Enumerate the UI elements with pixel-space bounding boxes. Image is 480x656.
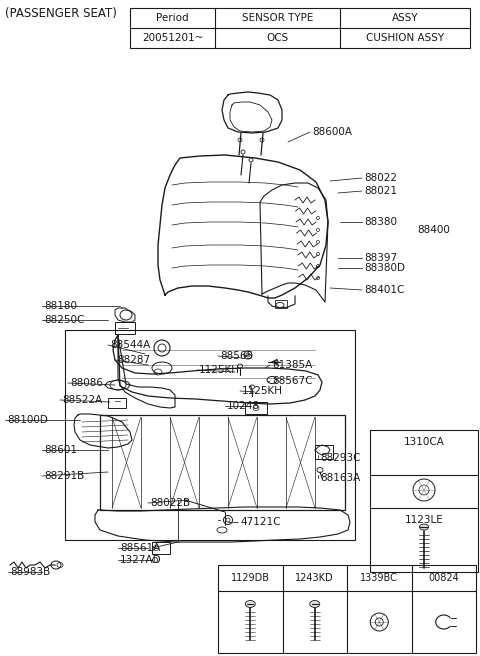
Text: 88561A: 88561A	[120, 543, 160, 553]
Bar	[100, 415, 345, 510]
Bar	[370, 430, 478, 572]
Text: 20051201~: 20051201~	[142, 33, 203, 43]
Text: 1129DB: 1129DB	[231, 573, 270, 583]
Text: 88163A: 88163A	[320, 473, 360, 483]
Text: 88291B: 88291B	[44, 471, 84, 481]
Bar	[275, 300, 287, 308]
Text: 88180: 88180	[44, 301, 77, 311]
Ellipse shape	[310, 600, 320, 607]
Text: 88022: 88022	[364, 173, 397, 183]
Text: 81385A: 81385A	[272, 360, 312, 370]
Bar	[115, 322, 135, 334]
Text: 88983B: 88983B	[10, 567, 50, 577]
Text: 88400: 88400	[417, 225, 450, 235]
Ellipse shape	[420, 524, 429, 530]
Bar	[152, 542, 170, 554]
Text: 1243KD: 1243KD	[295, 573, 334, 583]
Bar	[245, 402, 267, 414]
Text: 10248: 10248	[227, 401, 260, 411]
Text: 88601: 88601	[44, 445, 77, 455]
Text: 88565: 88565	[220, 351, 253, 361]
Text: 88380: 88380	[364, 217, 397, 227]
Text: 88022B: 88022B	[150, 498, 190, 508]
Text: 88086: 88086	[70, 378, 103, 388]
Text: (PASSENGER SEAT): (PASSENGER SEAT)	[5, 7, 117, 20]
Text: 88380D: 88380D	[364, 263, 405, 273]
Text: Period: Period	[156, 13, 189, 23]
Bar	[130, 8, 470, 48]
Text: 88021: 88021	[364, 186, 397, 196]
Text: 88293C: 88293C	[320, 453, 360, 463]
Bar	[65, 330, 355, 540]
Text: 1125KH: 1125KH	[242, 386, 283, 396]
Bar	[218, 565, 476, 653]
Text: 47121C: 47121C	[240, 517, 280, 527]
Text: ASSY: ASSY	[392, 13, 418, 23]
Text: 88250C: 88250C	[44, 315, 84, 325]
Text: 88401C: 88401C	[364, 285, 404, 295]
Bar	[315, 445, 333, 459]
Text: CUSHION ASSY: CUSHION ASSY	[366, 33, 444, 43]
Text: 88397: 88397	[364, 253, 397, 263]
Text: 88567C: 88567C	[272, 376, 312, 386]
Text: 1339BC: 1339BC	[360, 573, 398, 583]
Text: SENSOR TYPE: SENSOR TYPE	[242, 13, 313, 23]
Text: 88522A: 88522A	[62, 395, 102, 405]
Text: 1125KH: 1125KH	[199, 365, 240, 375]
Text: 88100D: 88100D	[7, 415, 48, 425]
Text: 1327AD: 1327AD	[120, 555, 162, 565]
Text: 1310CA: 1310CA	[404, 437, 444, 447]
Ellipse shape	[245, 600, 255, 607]
Text: 88600A: 88600A	[312, 127, 352, 137]
Bar	[108, 398, 126, 408]
Text: 88544A: 88544A	[110, 340, 150, 350]
Text: 1123LE: 1123LE	[405, 515, 444, 525]
Text: 00824: 00824	[428, 573, 459, 583]
Text: OCS: OCS	[266, 33, 288, 43]
Text: 88287: 88287	[117, 355, 150, 365]
